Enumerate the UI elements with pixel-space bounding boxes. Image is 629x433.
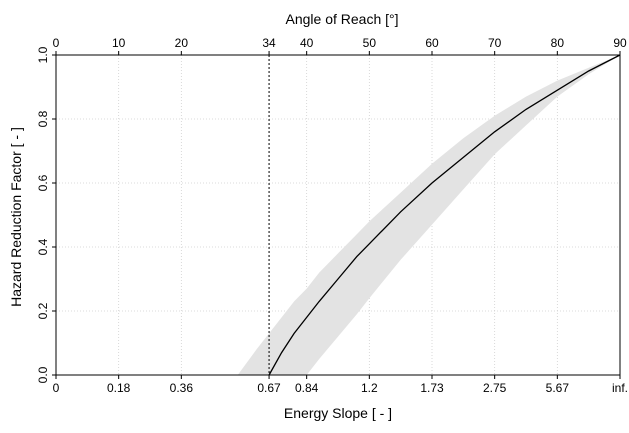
x-tick-label: 0.67 xyxy=(257,381,281,395)
x-tick-label: inf. xyxy=(612,381,628,395)
x2-tick-label: 70 xyxy=(488,36,502,50)
x2-tick-label: 90 xyxy=(613,36,627,50)
y-tick-label: 0.0 xyxy=(36,366,50,383)
x2-tick-label: 0 xyxy=(53,36,60,50)
x-tick-label: 0.18 xyxy=(107,381,131,395)
y-tick-label: 0.2 xyxy=(36,302,50,319)
y-axis-title: Hazard Reduction Factor [ - ] xyxy=(8,127,24,307)
x2-tick-label: 60 xyxy=(425,36,439,50)
x-tick-label: 0.84 xyxy=(295,381,319,395)
top-axis-title: Angle of Reach [°] xyxy=(286,11,399,27)
labels-layer: Angle of Reach [°] Energy Slope [ - ] Ha… xyxy=(8,11,399,421)
x2-tick-label: 50 xyxy=(363,36,377,50)
grid-layer xyxy=(56,55,620,375)
x2-tick-label: 80 xyxy=(551,36,565,50)
y-tick-label: 0.6 xyxy=(36,174,50,191)
series-line xyxy=(268,54,621,376)
y-tick-label: 1.0 xyxy=(36,46,50,63)
plot-frame xyxy=(55,54,621,376)
bottom-axis-title: Energy Slope [ - ] xyxy=(284,405,392,421)
x-tick-label: 0.36 xyxy=(170,381,194,395)
x-tick-label: 0 xyxy=(53,381,60,395)
y-tick-label: 0.4 xyxy=(36,238,50,255)
uncertainty-band-layer xyxy=(237,55,621,375)
x-tick-label: 1.73 xyxy=(420,381,444,395)
x2-tick-label: 40 xyxy=(300,36,314,50)
x2-tick-label: 10 xyxy=(112,36,126,50)
axes-layer: 0 0.18 0.36 0.67 0.84 1.2 1.73 2.75 5.67 inf. 0 10 2… xyxy=(36,36,628,395)
x-tick-label: 5.67 xyxy=(546,381,570,395)
x-tick-label: 1.2 xyxy=(361,381,378,395)
y-tick-label: 0.8 xyxy=(36,110,50,127)
x2-tick-label: 34 xyxy=(262,36,276,50)
uncertainty-band xyxy=(237,55,621,375)
series-line-layer xyxy=(268,54,621,376)
x2-tick-label: 20 xyxy=(175,36,189,50)
x-tick-label: 2.75 xyxy=(483,381,507,395)
